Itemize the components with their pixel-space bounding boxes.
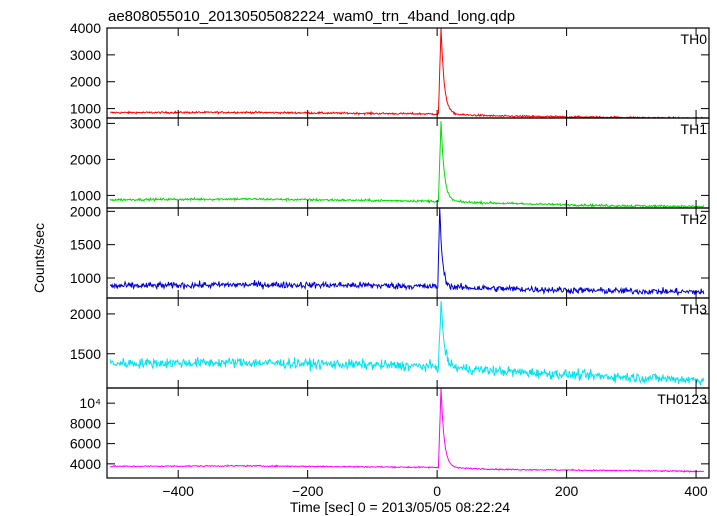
y-tick-label: 8000 (70, 415, 101, 431)
series-th1 (109, 121, 705, 209)
y-tick-label: 2000 (70, 203, 101, 219)
y-tick-label: 3000 (70, 115, 101, 131)
panel-th1: 1000 2000 3000 TH1 (70, 115, 710, 209)
panel-label: TH2 (681, 211, 708, 227)
panel-label: TH3 (681, 301, 708, 317)
y-tick-label: 1000 (70, 101, 101, 117)
series-th2 (109, 207, 705, 297)
y-tick-label: 4000 (70, 456, 101, 472)
y-tick-label: 3000 (70, 47, 101, 63)
panel-th0: 1000 2000 3000 4000 TH0 (70, 20, 710, 119)
panel-label: TH1 (681, 121, 708, 137)
series-line-th2 (109, 207, 705, 297)
x-tick-label: 200 (555, 483, 579, 499)
panel-label: TH0123 (657, 391, 707, 407)
series-line-th0 (110, 27, 704, 119)
y-tick-label: 2000 (70, 74, 101, 90)
series-th0123 (109, 387, 705, 473)
y-tick-label: 4000 (70, 20, 101, 36)
x-tick-label: 400 (684, 483, 708, 499)
panel-frame (106, 117, 710, 209)
y-tick-label: 2000 (70, 151, 101, 167)
y-axis-label: Counts/sec (31, 223, 47, 293)
series-line-th3 (109, 301, 705, 386)
panel-frame (106, 387, 710, 479)
y-tick-label: 1500 (70, 346, 101, 362)
y-tick-label: 1500 (70, 237, 101, 253)
panel-th3: 1500 2000 TH3 (70, 297, 710, 389)
series-line-th1 (109, 121, 705, 209)
panel-th0123: 4000 6000 8000 10⁴ TH0123 (70, 387, 710, 479)
panel-frame (106, 27, 710, 119)
series-line-th0123 (109, 387, 705, 473)
series-th0 (110, 27, 704, 119)
x-tick-label: −200 (292, 483, 324, 499)
chart-title: ae808055010_20130505082224_wam0_trn_4ban… (108, 8, 515, 25)
y-tick-label: 1000 (70, 187, 101, 203)
y-tick-label: 10⁴ (79, 395, 101, 411)
y-tick-label: 2000 (70, 306, 101, 322)
x-tick-label: −400 (162, 483, 194, 499)
x-tick-label: 0 (433, 483, 441, 499)
y-tick-label: 1000 (70, 270, 101, 286)
x-axis-label: Time [sec] 0 = 2013/05/05 08:22:24 (290, 499, 510, 515)
series-th3 (109, 301, 705, 386)
panel-th2: 1000 1500 2000 TH2 (70, 203, 710, 299)
panel-frame (106, 297, 710, 389)
panel-label: TH0 (681, 31, 708, 47)
y-tick-label: 6000 (70, 436, 101, 452)
